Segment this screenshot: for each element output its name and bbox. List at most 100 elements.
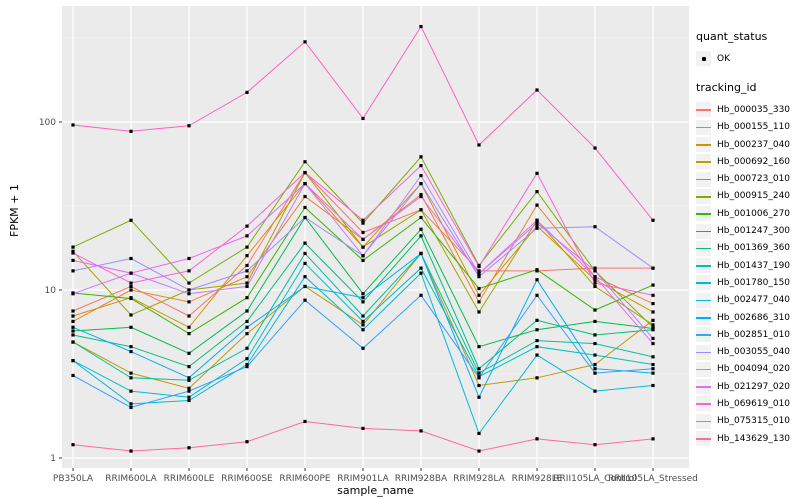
data-point (593, 319, 597, 324)
legend-line-key (696, 310, 711, 325)
data-point (535, 221, 539, 225)
data-point (303, 241, 307, 245)
legend-item-label: Hb_000155_110 (717, 122, 791, 133)
data-point (535, 345, 539, 349)
legend-item-label: Hb_002851_010 (717, 329, 791, 340)
data-point (303, 160, 307, 164)
data-point (535, 338, 539, 343)
data-point (477, 383, 481, 388)
data-point (535, 293, 539, 297)
data-point (419, 293, 423, 297)
data-point (419, 227, 423, 231)
data-point (419, 164, 423, 168)
line-swatch-icon (696, 144, 711, 146)
data-point (477, 143, 481, 147)
x-tick-label: RRIM600LA (105, 474, 157, 484)
line-swatch-icon (696, 438, 711, 440)
data-point (361, 328, 365, 332)
data-point (593, 341, 597, 346)
line-swatch-icon (696, 403, 711, 406)
data-point (535, 328, 539, 332)
data-point (651, 367, 655, 371)
data-point (187, 398, 191, 403)
data-point (71, 269, 75, 273)
legend-item-label: Hb_021297_020 (717, 381, 791, 392)
data-point (593, 353, 597, 357)
data-point (187, 351, 191, 355)
data-point (651, 341, 655, 346)
legend-line-key (696, 119, 711, 135)
x-tick-label: RRIM928LA (453, 474, 505, 484)
data-point (593, 333, 597, 337)
data-point (129, 296, 133, 301)
y-tick-label: 100 (39, 118, 56, 128)
data-point (71, 325, 75, 329)
data-point (303, 215, 307, 220)
data-point (129, 284, 133, 289)
line-swatch-icon (696, 213, 711, 215)
data-point (187, 386, 191, 390)
data-point (361, 245, 365, 249)
data-point (245, 319, 249, 324)
legend-item: OK (696, 50, 800, 67)
legend-line-key (696, 223, 711, 239)
x-tick-label: RRIM901LA (337, 474, 389, 484)
data-point (245, 309, 249, 313)
legend-item-label: Hb_002686_310 (717, 312, 791, 323)
data-point (651, 318, 655, 322)
data-point (477, 264, 481, 269)
data-point (187, 269, 191, 273)
data-point (593, 281, 597, 285)
data-point (535, 203, 539, 207)
data-point (361, 314, 365, 318)
line-swatch-icon (696, 317, 711, 319)
legend-item: Hb_002686_310 (696, 309, 800, 326)
data-point (535, 226, 539, 230)
data-point (593, 308, 597, 312)
data-point (535, 268, 539, 272)
data-point (361, 296, 365, 300)
legend-item-label: Hb_000035_330 (717, 104, 791, 115)
legend-item: Hb_001247_300 (696, 222, 800, 239)
data-point (651, 355, 655, 359)
data-point (419, 251, 423, 256)
data-point (477, 300, 481, 304)
data-point (419, 234, 423, 238)
data-point (71, 340, 75, 344)
data-point (651, 383, 655, 388)
data-point (593, 284, 597, 289)
data-point (187, 292, 191, 296)
legend-quant-status-items: OK (696, 50, 800, 67)
legend-item: Hb_001780_150 (696, 274, 800, 291)
data-point (651, 437, 655, 441)
data-point (129, 449, 133, 453)
data-point (129, 405, 133, 410)
data-point (419, 271, 423, 275)
data-point (71, 329, 75, 333)
data-point (419, 155, 423, 159)
legend-line-key (696, 102, 711, 118)
legend-line-key (696, 327, 711, 343)
legend-item-label: Hb_001369_360 (717, 243, 791, 254)
legend-line-key (696, 171, 711, 187)
legend-item: Hb_001006_270 (696, 205, 800, 222)
legend-item-label: Hb_001780_150 (717, 277, 791, 288)
data-point (71, 309, 75, 313)
data-point (361, 292, 365, 296)
legend-item: Hb_002851_010 (696, 326, 800, 343)
legend-line-key (696, 275, 711, 291)
legend-item-label: Hb_000723_010 (717, 174, 791, 185)
data-point (419, 429, 423, 433)
data-point (477, 449, 481, 453)
data-point (187, 376, 191, 380)
legend-tracking-id-title: tracking_id (696, 81, 757, 95)
legend-gap (696, 67, 800, 81)
data-point (245, 284, 249, 289)
legend-line-key (696, 361, 711, 377)
data-point (245, 281, 249, 285)
data-point (187, 281, 191, 285)
data-point (245, 224, 249, 228)
legend-line-key (696, 431, 711, 447)
data-point (245, 364, 249, 369)
data-point (187, 124, 191, 128)
